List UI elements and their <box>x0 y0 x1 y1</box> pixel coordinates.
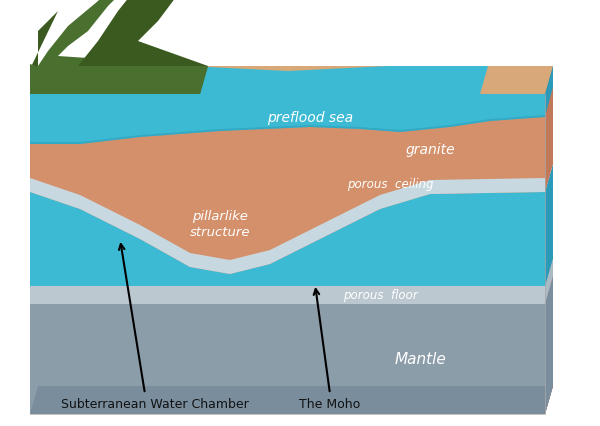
Polygon shape <box>30 386 553 414</box>
Text: porous  ceiling: porous ceiling <box>347 178 433 191</box>
Polygon shape <box>30 276 553 304</box>
Polygon shape <box>30 193 545 286</box>
Polygon shape <box>78 0 208 67</box>
Polygon shape <box>545 164 553 286</box>
Polygon shape <box>30 151 553 178</box>
Polygon shape <box>545 67 553 193</box>
Polygon shape <box>545 259 553 304</box>
Polygon shape <box>545 151 553 193</box>
Text: preflood sea: preflood sea <box>267 111 353 125</box>
Polygon shape <box>30 95 545 274</box>
Polygon shape <box>30 67 208 95</box>
Text: Subterranean Water Chamber: Subterranean Water Chamber <box>61 397 249 411</box>
Polygon shape <box>545 276 553 414</box>
Polygon shape <box>545 164 553 286</box>
Polygon shape <box>30 0 208 95</box>
Polygon shape <box>545 259 553 304</box>
Polygon shape <box>30 304 545 414</box>
Polygon shape <box>30 116 545 145</box>
Polygon shape <box>30 164 553 193</box>
Text: The Moho: The Moho <box>299 397 361 411</box>
Polygon shape <box>545 67 553 414</box>
Text: granite: granite <box>405 143 455 157</box>
Text: pillarlike
structure: pillarlike structure <box>190 210 250 239</box>
Polygon shape <box>30 95 545 145</box>
Polygon shape <box>30 178 545 274</box>
Text: Mantle: Mantle <box>394 352 446 367</box>
Polygon shape <box>30 178 545 193</box>
Polygon shape <box>30 286 545 304</box>
Polygon shape <box>30 12 58 95</box>
Polygon shape <box>30 65 100 95</box>
Polygon shape <box>545 67 553 178</box>
Polygon shape <box>30 259 553 286</box>
Polygon shape <box>545 151 553 193</box>
Polygon shape <box>545 67 553 118</box>
Text: porous  floor: porous floor <box>343 288 418 301</box>
Polygon shape <box>80 67 488 107</box>
Polygon shape <box>545 276 553 414</box>
Polygon shape <box>30 67 553 95</box>
Polygon shape <box>545 67 553 95</box>
